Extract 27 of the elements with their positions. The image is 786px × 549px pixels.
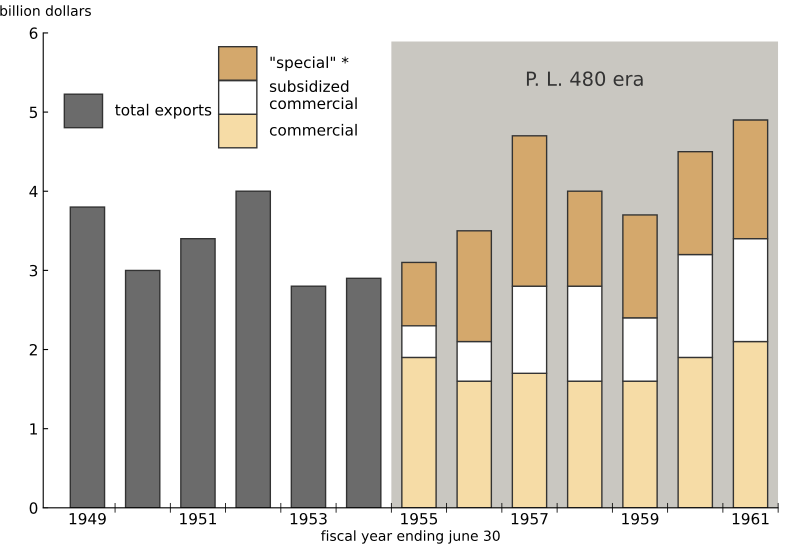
y-axis-title: billion dollars [0,5,91,16]
legend-label: "special" * [270,56,348,72]
x-tick-label: 1955 [401,512,438,525]
bar [346,278,382,508]
x-tick-label: 1957 [512,512,548,525]
x-tick-label: 1951 [180,512,216,525]
y-tick-label: 4 [29,186,38,198]
y-tick-label: 3 [30,264,38,276]
legend-label: total exports [115,104,212,119]
bar [290,286,326,508]
bar [180,238,216,508]
x-tick-label: 1959 [622,512,658,525]
legend-label: subsidized commercial [270,80,357,110]
x-tick-label: 1949 [70,512,106,525]
x-tick-label: 1953 [290,512,327,525]
bar [124,270,161,508]
y-tick-label: 5 [30,106,38,118]
y-tick-label: 6 [30,27,38,39]
bar [235,190,272,508]
y-tick-label: 2 [30,344,37,356]
bar [70,206,106,508]
y-tick-label: 0 [30,502,38,514]
x-axis-title: fiscal year ending june 30 [321,530,500,544]
y-tick-label: 1 [30,423,37,434]
band-label: P. L. 480 era [526,71,643,86]
legend-label: commercial [270,124,357,136]
x-tick-label: 1961 [732,512,769,525]
